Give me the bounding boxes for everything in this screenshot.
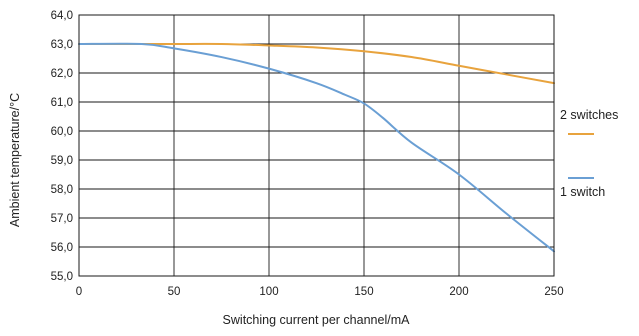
y-tick-label: 60,0 xyxy=(51,126,73,138)
y-tick-label: 63,0 xyxy=(51,39,73,51)
y-tick-label: 55,0 xyxy=(51,271,73,283)
x-tick-label: 0 xyxy=(76,286,82,298)
legend-label-2-switches: 2 switches xyxy=(560,108,618,122)
y-axis-title: Ambient temperature/°C xyxy=(8,93,22,227)
series-line-2-switches xyxy=(78,42,555,85)
x-tick-label: 50 xyxy=(168,286,181,298)
x-tick-label: 150 xyxy=(354,286,373,298)
y-tick-label: 58,0 xyxy=(51,184,73,196)
grid-lines xyxy=(78,14,555,277)
series-line-1-switch xyxy=(78,42,555,253)
x-tick-label: 250 xyxy=(544,286,563,298)
x-axis-tick-labels: 0 50 100 150 200 250 xyxy=(76,286,564,298)
y-tick-label: 56,0 xyxy=(51,242,73,254)
y-tick-label: 62,0 xyxy=(51,68,73,80)
y-tick-label: 57,0 xyxy=(51,213,73,225)
x-axis-title: Switching current per channel/mA xyxy=(223,313,411,327)
y-tick-label: 59,0 xyxy=(51,155,73,167)
y-tick-label: 64,0 xyxy=(51,10,73,22)
y-tick-label: 61,0 xyxy=(51,97,73,109)
plot-area-frame xyxy=(78,14,555,277)
x-tick-label: 100 xyxy=(259,286,278,298)
y-axis-tick-labels: 55,0 56,0 57,0 58,0 59,0 60,0 61,0 62,0 63,0 64,0 xyxy=(51,10,73,283)
series-lines xyxy=(78,42,555,253)
x-tick-label: 200 xyxy=(449,286,468,298)
legend: 2 switches 1 switch xyxy=(560,108,618,199)
legend-label-1-switch: 1 switch xyxy=(560,185,605,199)
